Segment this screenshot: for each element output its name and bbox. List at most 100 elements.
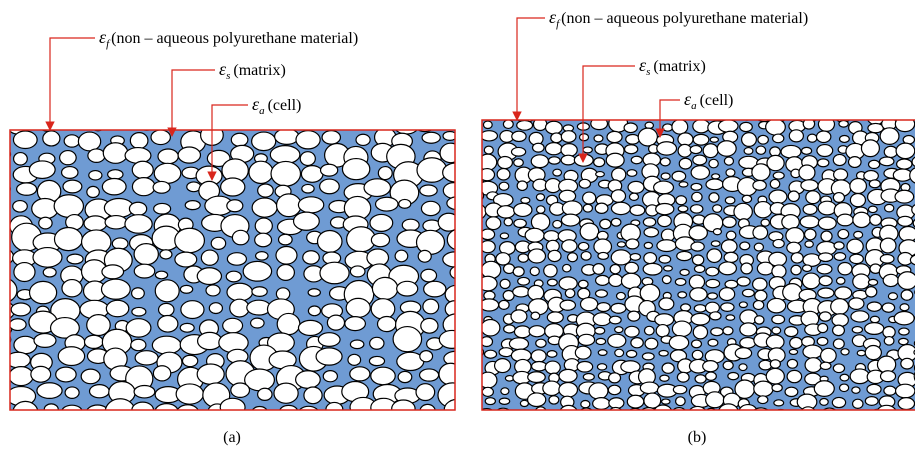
cell [757, 262, 773, 275]
cell [853, 212, 870, 227]
cell [833, 325, 845, 335]
cell [36, 109, 61, 131]
cell [896, 143, 915, 159]
cell [819, 253, 833, 262]
cell [13, 201, 28, 213]
cell [805, 358, 821, 373]
cell [348, 354, 361, 365]
cell [853, 274, 870, 289]
cell [439, 330, 465, 348]
cell [877, 405, 896, 418]
cell [655, 314, 674, 326]
cell [138, 118, 155, 130]
cell [884, 337, 894, 346]
cell [528, 249, 545, 263]
cell [606, 153, 624, 167]
cell [867, 384, 881, 394]
cell [249, 161, 273, 183]
cell [560, 300, 575, 310]
cell [223, 318, 243, 333]
cell [58, 111, 84, 129]
cell [470, 291, 479, 297]
cell [450, 266, 465, 279]
cell [689, 406, 706, 419]
cell [376, 197, 398, 211]
cell [423, 299, 439, 314]
cell [102, 178, 126, 194]
cell [713, 205, 722, 213]
cell [209, 303, 222, 314]
cell [656, 203, 674, 214]
cell [817, 145, 833, 157]
cell [766, 335, 784, 349]
cell [62, 280, 82, 297]
cell [819, 276, 832, 286]
cell [593, 313, 611, 326]
cell [0, 195, 9, 218]
cell [84, 216, 107, 231]
cell [514, 159, 524, 167]
cell [30, 281, 57, 303]
cell [869, 180, 880, 188]
cell [535, 407, 546, 417]
cell [773, 239, 784, 247]
cell [129, 202, 146, 215]
cell [563, 264, 571, 271]
cell [0, 222, 3, 231]
cell [615, 349, 624, 357]
cell [774, 409, 787, 419]
cell [706, 109, 716, 116]
caption: (a) [223, 429, 241, 446]
cell [669, 336, 688, 350]
cell [598, 350, 607, 356]
cell [277, 114, 300, 128]
cell [662, 399, 670, 404]
cell [43, 131, 60, 146]
cell [773, 172, 784, 179]
cell [154, 203, 171, 214]
cell [467, 300, 481, 313]
cell [580, 408, 592, 416]
cell [880, 128, 899, 145]
cell [607, 131, 622, 142]
cell [719, 288, 734, 301]
cell [625, 326, 639, 337]
cell [643, 263, 662, 275]
cell [595, 290, 607, 297]
cell [470, 171, 483, 182]
cell [678, 206, 688, 212]
cell [625, 145, 638, 154]
cell [397, 281, 418, 296]
cell [279, 234, 293, 245]
cell [536, 339, 546, 347]
cell [402, 219, 419, 231]
cell [803, 345, 822, 358]
cell [580, 298, 597, 311]
cell [350, 367, 370, 381]
cell [575, 346, 591, 359]
cell [719, 262, 737, 275]
cell [691, 183, 702, 190]
cell [547, 312, 563, 323]
cell [899, 338, 908, 344]
cell [316, 348, 342, 365]
cell [302, 184, 314, 193]
cell [443, 183, 464, 199]
cell [206, 285, 220, 296]
cell [345, 317, 366, 331]
cell [323, 371, 337, 382]
cell [531, 155, 548, 168]
cell [626, 134, 640, 144]
cell [532, 361, 547, 370]
cell [486, 217, 501, 230]
cell [31, 366, 51, 382]
cell [62, 405, 82, 418]
cell [0, 184, 10, 193]
cell [724, 252, 738, 262]
label: εa(cell) [252, 94, 301, 117]
cell [308, 289, 320, 297]
cell [226, 271, 241, 282]
cell [783, 284, 802, 301]
cell [160, 250, 172, 259]
cell [181, 116, 196, 127]
